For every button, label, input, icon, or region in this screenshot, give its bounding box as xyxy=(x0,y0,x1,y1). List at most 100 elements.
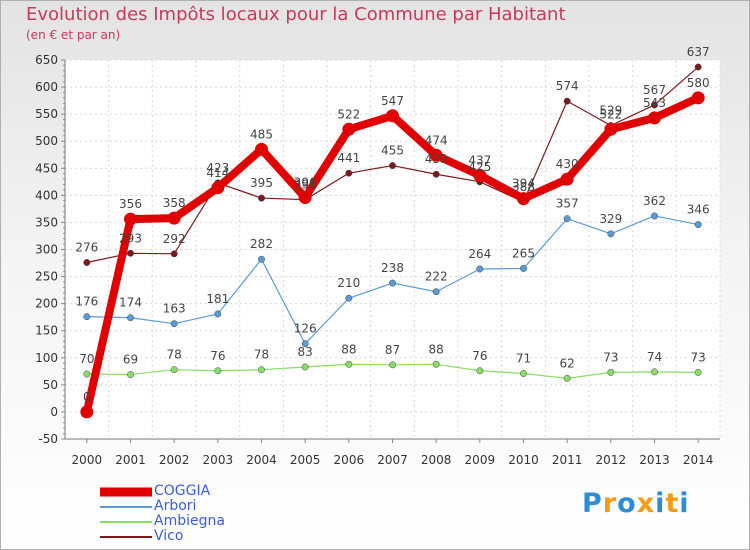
data-point-arbori xyxy=(345,294,353,302)
data-label-arbori: 238 xyxy=(381,261,404,275)
data-label-arbori: 181 xyxy=(206,292,229,306)
data-label-vico: 637 xyxy=(687,45,710,59)
data-label-arbori: 174 xyxy=(119,296,142,310)
data-label-arbori: 210 xyxy=(337,276,360,290)
y-tick-label: 600 xyxy=(35,80,58,94)
data-point-ambiegna xyxy=(563,374,571,382)
data-label-coggia: 522 xyxy=(599,107,622,121)
data-point-vico xyxy=(170,250,178,258)
legend-label: Arbori xyxy=(154,498,197,514)
data-label-ambiegna: 76 xyxy=(472,349,487,363)
data-label-arbori: 176 xyxy=(75,295,98,309)
logo-letter: t xyxy=(665,488,680,519)
data-point-coggia xyxy=(648,111,661,125)
data-label-arbori: 126 xyxy=(294,322,317,336)
x-tick-label: 2009 xyxy=(465,453,496,467)
data-label-arbori: 163 xyxy=(163,302,186,316)
data-label-coggia: 522 xyxy=(337,107,360,121)
y-tick-label: 200 xyxy=(35,297,58,311)
legend-label: Vico xyxy=(154,528,184,544)
data-label-vico: 441 xyxy=(337,151,360,165)
data-point-coggia xyxy=(691,91,705,105)
data-label-ambiegna: 78 xyxy=(167,348,182,362)
logo-letter: x xyxy=(636,488,656,519)
legend-label: COGGIA xyxy=(154,483,211,499)
legend-swatch xyxy=(100,487,152,496)
data-label-ambiegna: 62 xyxy=(560,356,575,370)
data-label-arbori: 346 xyxy=(687,203,710,217)
data-point-vico xyxy=(127,249,134,257)
legend-item-coggia: COGGIA xyxy=(100,483,300,499)
data-point-vico xyxy=(258,194,265,202)
data-point-ambiegna xyxy=(520,370,527,377)
data-label-ambiegna: 88 xyxy=(429,342,444,356)
y-tick-label: 450 xyxy=(35,161,58,175)
data-label-ambiegna: 71 xyxy=(516,351,531,365)
x-tick-label: 2014 xyxy=(683,453,714,467)
data-label-vico: 395 xyxy=(250,176,273,190)
x-tick-label: 2003 xyxy=(203,453,234,467)
data-point-ambiegna xyxy=(258,366,265,374)
data-point-vico xyxy=(563,97,571,105)
x-tick-label: 2002 xyxy=(159,453,190,467)
data-point-arbori xyxy=(563,215,571,223)
x-tick-label: 2000 xyxy=(72,453,103,467)
y-tick-label: 550 xyxy=(35,107,58,121)
data-point-arbori xyxy=(83,313,91,321)
data-point-coggia xyxy=(386,109,399,123)
data-label-vico: 423 xyxy=(206,161,229,175)
data-point-coggia xyxy=(473,168,487,182)
data-point-arbori xyxy=(520,265,527,272)
chart-title: Evolution des Impôts locaux pour la Comm… xyxy=(26,4,566,25)
data-point-arbori xyxy=(214,310,222,318)
logo-letter: r xyxy=(602,488,618,519)
y-tick-label: 100 xyxy=(35,351,58,365)
data-label-coggia: 437 xyxy=(468,153,491,167)
data-point-coggia xyxy=(560,172,574,186)
data-point-coggia xyxy=(517,192,530,206)
logo-letter: o xyxy=(617,488,637,519)
y-tick-label: -50 xyxy=(38,432,58,446)
data-label-vico: 388 xyxy=(512,180,535,194)
data-label-coggia: 394 xyxy=(512,177,535,191)
x-tick-label: 2012 xyxy=(596,453,627,467)
data-point-arbori xyxy=(258,255,265,263)
data-point-arbori xyxy=(389,279,396,287)
data-label-ambiegna: 73 xyxy=(691,350,706,364)
data-point-coggia xyxy=(80,405,94,419)
x-tick-label: 2005 xyxy=(290,453,321,467)
x-tick-label: 2001 xyxy=(115,453,146,467)
data-point-arbori xyxy=(170,320,178,328)
data-point-vico xyxy=(83,259,91,266)
y-tick-label: 150 xyxy=(35,324,58,338)
logo-letter: P xyxy=(582,488,603,519)
data-label-arbori: 362 xyxy=(643,194,666,208)
x-tick-label: 2013 xyxy=(639,453,670,467)
data-label-coggia: 474 xyxy=(425,133,448,147)
data-point-arbori xyxy=(432,288,440,296)
data-point-coggia xyxy=(211,181,225,195)
logo-letter: i xyxy=(679,488,690,519)
data-point-coggia xyxy=(255,142,268,156)
data-point-ambiegna xyxy=(694,368,702,376)
data-point-arbori xyxy=(127,314,134,322)
data-label-coggia: 430 xyxy=(556,157,579,171)
data-point-ambiegna xyxy=(476,367,484,375)
data-label-coggia: 356 xyxy=(119,197,142,211)
data-point-vico xyxy=(651,101,658,109)
x-tick-label: 2008 xyxy=(421,453,452,467)
data-label-coggia: 0 xyxy=(83,390,91,404)
y-tick-label: 650 xyxy=(35,53,58,67)
data-point-coggia xyxy=(167,211,181,225)
data-label-ambiegna: 74 xyxy=(647,350,662,364)
data-label-coggia: 396 xyxy=(294,176,317,190)
x-tick-label: 2011 xyxy=(552,453,583,467)
x-tick-label: 2006 xyxy=(334,453,365,467)
data-label-vico: 293 xyxy=(119,231,142,245)
legend-item-arbori: Arbori xyxy=(100,498,300,514)
chart-subtitle: (en € et par an) xyxy=(26,28,121,42)
legend-item-ambiegna: Ambiegna xyxy=(100,513,300,529)
legend-item-vico: Vico xyxy=(100,528,300,544)
data-label-arbori: 357 xyxy=(556,197,579,211)
data-label-ambiegna: 73 xyxy=(603,350,618,364)
